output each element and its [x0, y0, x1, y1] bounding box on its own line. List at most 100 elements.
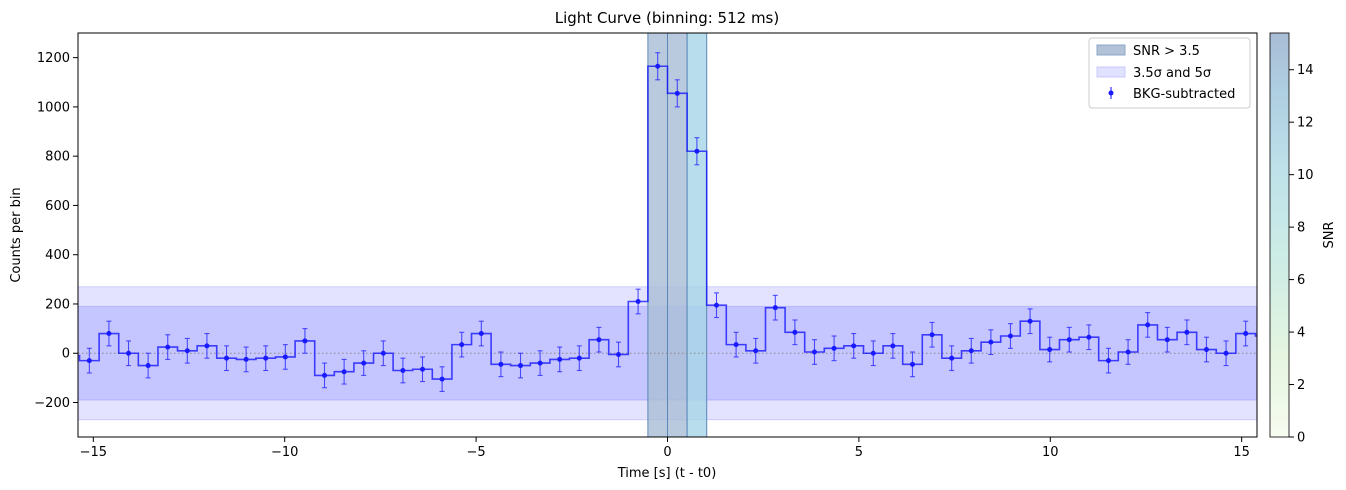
colorbar-tick-label: 2 — [1297, 378, 1305, 393]
data-point — [772, 294, 778, 321]
x-tick-label: −5 — [467, 445, 486, 460]
point-marker — [1203, 347, 1209, 353]
chart-title: Light Curve (binning: 512 ms) — [555, 9, 779, 27]
data-point — [557, 346, 563, 373]
legend-label-sigma: 3.5σ and 5σ — [1133, 66, 1211, 81]
data-point — [224, 345, 230, 372]
plot-frame — [77, 32, 1258, 438]
data-point — [341, 358, 347, 385]
y-tick-label: 1200 — [37, 51, 70, 66]
point-marker — [537, 360, 543, 366]
data-point — [713, 292, 719, 319]
colorbar-tick-label: 0 — [1297, 431, 1305, 446]
point-marker — [282, 354, 288, 360]
data-point — [1086, 324, 1092, 351]
y-tick-label: 800 — [45, 150, 70, 165]
data-point — [1243, 320, 1249, 347]
point-marker — [86, 358, 92, 364]
point-marker — [439, 376, 445, 382]
y-tick-label: 1000 — [37, 100, 70, 115]
data-point — [694, 137, 700, 166]
point-marker — [851, 343, 857, 349]
data-point — [420, 356, 426, 383]
data-point — [1007, 323, 1013, 349]
point-marker — [1223, 350, 1229, 356]
point-marker — [204, 343, 210, 349]
point-marker — [635, 299, 641, 305]
colorbar-tick-label: 4 — [1297, 326, 1305, 341]
y-tick-label: 200 — [45, 297, 70, 312]
data-point — [165, 334, 171, 360]
data-point — [753, 337, 759, 364]
data-point — [1223, 340, 1229, 367]
data-point — [459, 331, 465, 358]
point-marker — [655, 63, 661, 69]
point-marker — [1145, 322, 1151, 328]
data-point — [400, 357, 406, 384]
data-point — [988, 329, 994, 356]
data-point — [949, 345, 955, 372]
data-point — [851, 332, 857, 359]
data-point — [909, 351, 915, 378]
legend-swatch-snr — [1096, 44, 1126, 56]
point-marker — [1184, 329, 1190, 335]
y-tick-label: 400 — [45, 248, 70, 263]
snr-region-0 — [647, 33, 669, 437]
data-point — [263, 345, 269, 372]
point-marker — [792, 329, 798, 335]
data-point — [204, 332, 210, 359]
point-marker — [968, 348, 974, 354]
legend-box — [1088, 37, 1251, 109]
x-tick-label: 0 — [663, 445, 671, 460]
point-marker — [263, 355, 269, 361]
data-point — [1047, 336, 1053, 363]
data-point — [126, 340, 132, 367]
data-point — [106, 320, 112, 347]
x-tick-label: 5 — [855, 445, 863, 460]
colorbar-tick-label: 12 — [1297, 116, 1314, 131]
point-marker — [400, 367, 406, 373]
point-marker — [1086, 334, 1092, 340]
point-marker — [184, 348, 190, 354]
data-point — [831, 335, 837, 362]
data-point — [1164, 326, 1170, 353]
data-point — [968, 337, 974, 364]
colorbar-tick-label: 10 — [1297, 168, 1314, 183]
point-marker — [694, 148, 700, 154]
data-point — [282, 344, 288, 370]
data-point — [302, 328, 308, 354]
x-axis-label: Time [s] (t - t0) — [617, 466, 717, 481]
data-point — [478, 320, 484, 347]
data-point — [322, 362, 328, 389]
data-point — [145, 352, 151, 379]
point-marker — [949, 355, 955, 361]
point-marker — [498, 361, 504, 367]
colorbar: 0 2 4 6 8 10 12 14 SNR — [1269, 32, 1337, 446]
colorbar-tick-label: 8 — [1297, 221, 1305, 236]
point-marker — [1007, 333, 1013, 339]
snr-region-2 — [686, 33, 708, 437]
data-point — [1203, 336, 1209, 363]
data-point — [86, 347, 92, 374]
point-marker — [890, 343, 896, 349]
point-marker — [518, 363, 524, 369]
data-point — [361, 350, 367, 376]
data-point — [518, 352, 524, 379]
data-point — [655, 52, 661, 81]
y-axis-label: Counts per bin — [9, 187, 24, 282]
data-point — [929, 321, 935, 348]
y-tick-label: 600 — [45, 199, 70, 214]
point-marker — [1105, 358, 1111, 364]
point-marker — [1125, 349, 1131, 355]
point-marker — [733, 342, 739, 348]
point-marker — [576, 355, 582, 361]
data-point — [733, 331, 739, 358]
y-tick-label: −200 — [34, 396, 70, 411]
x-tick-label: −10 — [271, 445, 298, 460]
point-marker — [674, 90, 680, 96]
legend-marker — [1108, 90, 1114, 96]
data-point — [184, 337, 190, 364]
point-marker — [1027, 318, 1033, 324]
point-marker — [478, 331, 484, 337]
data-point — [1027, 308, 1033, 335]
